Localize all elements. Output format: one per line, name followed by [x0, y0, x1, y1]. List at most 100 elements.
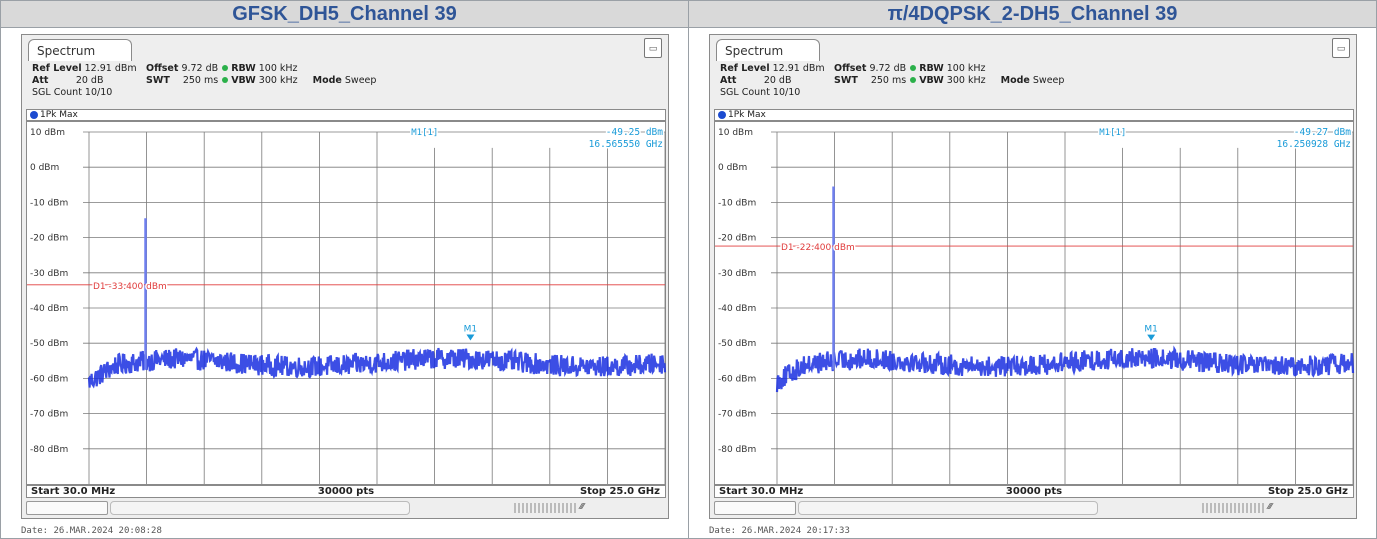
analyzer-window: Spectrum ▭ Ref Level 12.91 dBm Offset 9.… [709, 34, 1357, 519]
spectrum-trace [775, 345, 1355, 393]
status-spacer [412, 501, 512, 515]
y-tick-label: -40 dBm [30, 304, 68, 314]
y-tick-label: -80 dBm [30, 445, 68, 455]
mode-value: Sweep [344, 75, 377, 86]
att-value: 20 dB [763, 75, 792, 86]
frequency-bar: Start 30.0 MHz 30000 pts Stop 25.0 GHz [26, 485, 666, 498]
display-toggle-icon[interactable]: ▭ [1332, 38, 1350, 58]
plot-svg: 10 dBm 0 dBm -10 dBm -20 dBm -30 dBm -40 dBm -… [27, 126, 667, 484]
marker-readout-frequency: 16.565550 GHz [589, 139, 663, 150]
spectrum-plot[interactable]: 10 dBm 0 dBm -10 dBm -20 dBm -30 dBm -40 dBm -… [26, 121, 667, 485]
stop-frequency: Stop 25.0 GHz [1267, 486, 1348, 497]
sweep-points: 30000 pts [1005, 486, 1063, 497]
swt-label: SWT [834, 75, 858, 86]
spectrum-trace [87, 346, 667, 389]
swt-value: 250 ms [870, 75, 907, 86]
trace-indicator-icon [718, 111, 726, 119]
vbw-value: 300 kHz [258, 75, 298, 86]
sweep-points: 30000 pts [317, 486, 375, 497]
coupled-indicator-icon [222, 65, 229, 71]
y-tick-label: -50 dBm [718, 339, 756, 349]
progress-indicator [1202, 503, 1264, 513]
ref-level-value: 12.91 dBm [84, 63, 137, 74]
mode-label: Mode [312, 75, 342, 86]
att-label: Att [720, 75, 737, 86]
rbw-value: 100 kHz [258, 63, 298, 74]
analyzer-window: Spectrum ▭ Ref Level 12.91 dBm Offset 9.… [21, 34, 669, 519]
lxi-icon: ⁄⁄⁄ [1268, 502, 1273, 511]
y-tick-label: -50 dBm [30, 339, 68, 349]
vbw-value: 300 kHz [946, 75, 986, 86]
y-tick-label: 0 dBm [718, 163, 747, 173]
y-tick-label: 10 dBm [30, 128, 65, 138]
y-tick-label: -70 dBm [718, 410, 756, 420]
vbw-label: VBW [919, 75, 944, 86]
y-tick-label: 0 dBm [30, 163, 59, 173]
ref-level-value: 12.91 dBm [772, 63, 825, 74]
vbw-label: VBW [231, 75, 256, 86]
marker-readout-level: -49.27 dBm [1294, 127, 1351, 138]
spectrum-tab[interactable]: Spectrum [28, 39, 132, 61]
y-tick-label: -60 dBm [718, 374, 756, 384]
offset-label: Offset [146, 63, 179, 74]
panel-pi4dqpsk: Spectrum ▭ Ref Level 12.91 dBm Offset 9.… [689, 29, 1375, 539]
display-line-label: D1 -33.400 dBm [93, 282, 167, 292]
coupled-indicator-icon [910, 77, 917, 83]
plot-svg: 10 dBm 0 dBm -10 dBm -20 dBm -30 dBm -40 dBm -… [715, 126, 1355, 484]
status-field [26, 501, 108, 515]
y-tick-label: -20 dBm [30, 234, 68, 244]
ref-level-label: Ref Level [720, 63, 770, 74]
frequency-bar: Start 30.0 MHz 30000 pts Stop 25.0 GHz [714, 485, 1354, 498]
panel-gfsk: Spectrum ▭ Ref Level 12.91 dBm Offset 9.… [1, 29, 687, 539]
header-left: GFSK_DH5_Channel 39 [1, 1, 688, 27]
y-tick-label: 10 dBm [718, 128, 753, 138]
marker-m1-triangle [466, 334, 475, 341]
display-toggle-icon[interactable]: ▭ [644, 38, 662, 58]
trace-label: 1Pk Max [728, 110, 766, 120]
coupled-indicator-icon [222, 77, 229, 83]
status-bar: ⁄⁄⁄ [714, 499, 1354, 517]
marker-readout-frequency: 16.250928 GHz [1277, 139, 1351, 150]
marker-m1-tag: M1 [1144, 325, 1158, 335]
offset-label: Offset [834, 63, 867, 74]
rbw-value: 100 kHz [946, 63, 986, 74]
trace-bar: 1Pk Max [26, 109, 666, 121]
trace-bar: 1Pk Max [714, 109, 1354, 121]
trace-label: 1Pk Max [40, 110, 78, 120]
marker-m1-tag: M1 [464, 325, 478, 335]
swt-label: SWT [146, 75, 170, 86]
date-stamp: Date: 26.MAR.2024 20:08:28 [21, 526, 162, 536]
rbw-label: RBW [231, 63, 256, 74]
message-field [798, 501, 1098, 515]
y-tick-label: -40 dBm [718, 304, 756, 314]
marker-readout-level: -49.25 dBm [606, 127, 663, 138]
sgl-count: SGL Count 10/10 [32, 87, 113, 98]
coupled-indicator-icon [910, 65, 917, 71]
progress-indicator [514, 503, 576, 513]
y-tick-label: -30 dBm [718, 269, 756, 279]
start-frequency: Start 30.0 MHz [31, 486, 116, 497]
y-tick-label: -30 dBm [30, 269, 68, 279]
settings-panel: Ref Level 12.91 dBm Offset 9.72 dB RBW 10… [32, 62, 652, 112]
y-tick-label: -60 dBm [30, 374, 68, 384]
display-line-label: D1 -22.400 dBm [781, 243, 855, 253]
att-label: Att [32, 75, 49, 86]
marker-m1-triangle [1147, 334, 1156, 341]
offset-value: 9.72 dB [181, 63, 219, 74]
mode-value: Sweep [1032, 75, 1065, 86]
ref-level-label: Ref Level [32, 63, 82, 74]
y-tick-label: -70 dBm [30, 410, 68, 420]
marker-readout-label: M1[1] [411, 128, 438, 138]
date-stamp: Date: 26.MAR.2024 20:17:33 [709, 526, 850, 536]
swt-value: 250 ms [182, 75, 219, 86]
spectrum-tab[interactable]: Spectrum [716, 39, 820, 61]
start-frequency: Start 30.0 MHz [719, 486, 804, 497]
header-row: GFSK_DH5_Channel 39 π/4DQPSK_2-DH5_Chann… [1, 1, 1376, 28]
status-field [714, 501, 796, 515]
stop-frequency: Stop 25.0 GHz [579, 486, 660, 497]
settings-panel: Ref Level 12.91 dBm Offset 9.72 dB RBW 10… [720, 62, 1340, 112]
y-tick-label: -80 dBm [718, 445, 756, 455]
column-divider [688, 28, 689, 539]
spectrum-plot[interactable]: 10 dBm 0 dBm -10 dBm -20 dBm -30 dBm -40 dBm -… [714, 121, 1355, 485]
